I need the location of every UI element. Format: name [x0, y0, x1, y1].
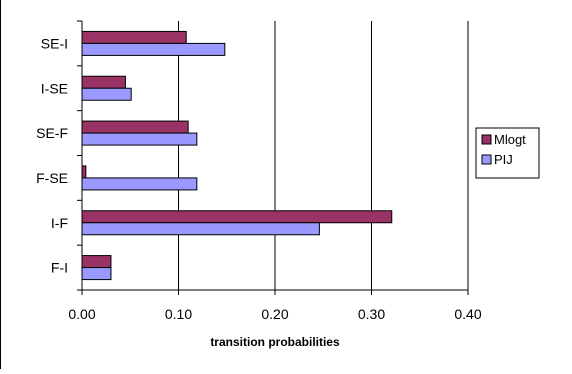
bar-pij-f-i — [81, 267, 112, 281]
x-tick-label: 0.20 — [261, 306, 288, 322]
x-axis-label: transition probabilities — [210, 335, 340, 349]
category-label: I-SE — [41, 80, 68, 96]
category-label: SE-F — [36, 125, 68, 141]
gridlines — [178, 21, 469, 290]
legend-label-pij: PIJ — [494, 152, 513, 167]
bar-mlogt-f-i — [81, 255, 112, 269]
x-tick-label: 0.00 — [68, 306, 95, 322]
bar-pij-se-i — [81, 42, 226, 56]
bar-pij-i-se — [81, 87, 132, 101]
bar-mlogt-f-se — [81, 165, 87, 179]
category-label: I-F — [51, 215, 68, 231]
legend-swatch-pij — [481, 154, 492, 165]
bar-mlogt-i-f — [81, 210, 393, 224]
x-tick-label: 0.30 — [358, 306, 385, 322]
axes — [0, 0, 469, 369]
bar-mlogt-se-i — [81, 30, 187, 44]
x-tick-labels: 0.00 0.10 0.20 0.30 0.40 — [68, 306, 481, 322]
bar-mlogt-i-se — [81, 75, 126, 89]
category-labels: SE-I I-SE SE-F F-SE I-F F-I — [36, 35, 68, 275]
bar-pij-i-f — [81, 222, 320, 236]
x-tick-label: 0.40 — [454, 306, 481, 322]
legend-box — [475, 127, 540, 179]
legend: Mlogt PIJ — [475, 127, 540, 179]
category-label: F-SE — [36, 170, 68, 186]
legend-label-mlogt: Mlogt — [494, 132, 526, 147]
bars — [81, 30, 393, 281]
legend-swatch-mlogt — [481, 134, 492, 145]
x-tick-label: 0.10 — [165, 306, 192, 322]
category-label: SE-I — [41, 35, 68, 51]
bar-pij-f-se — [81, 177, 198, 191]
bar-pij-se-f — [81, 132, 198, 146]
category-label: F-I — [51, 260, 68, 276]
bar-mlogt-se-f — [81, 120, 189, 134]
